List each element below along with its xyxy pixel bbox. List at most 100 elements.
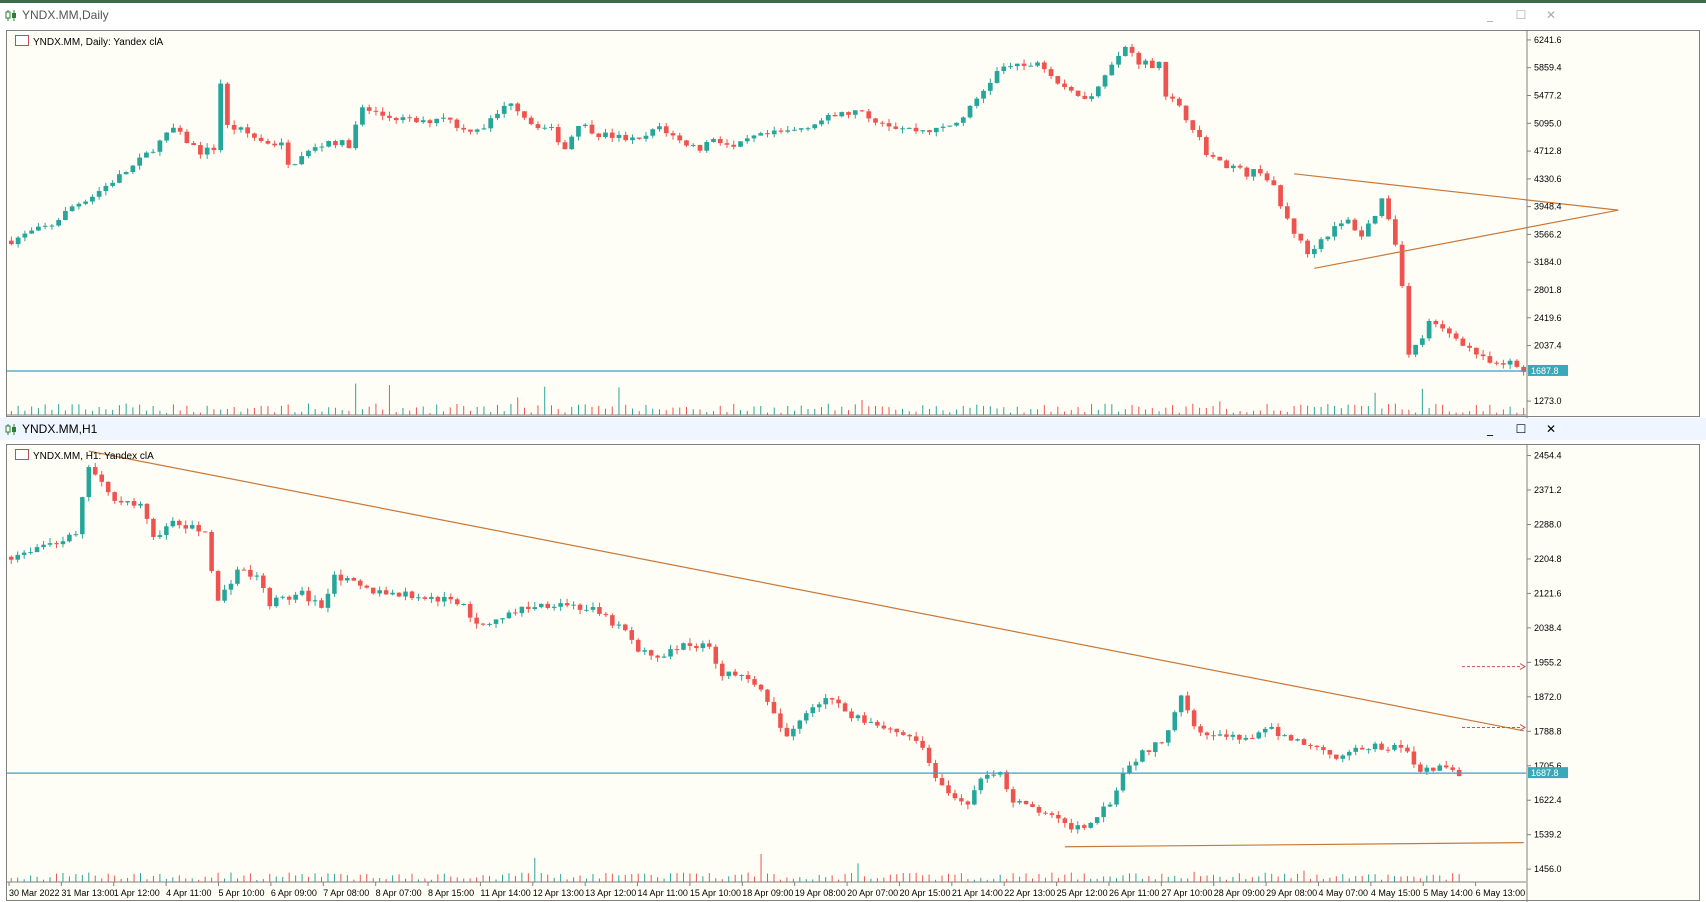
volume-bar xyxy=(960,873,962,882)
volume-bar xyxy=(685,406,687,415)
candle xyxy=(1399,240,1405,288)
candle xyxy=(1043,810,1048,815)
volume-bar xyxy=(1090,878,1092,882)
time-tick-label: 15 Apr 10:00 xyxy=(690,888,741,898)
trendline[interactable] xyxy=(1314,209,1619,269)
candle xyxy=(1101,802,1106,823)
volume-bar xyxy=(1057,406,1059,415)
volume-bar xyxy=(1165,407,1167,415)
maximize-icon[interactable]: ☐ xyxy=(1515,422,1527,436)
price-chart-svg[interactable]: 2454.4 2371.2 2288.0 2204.8 2121.6 2038.4 1955… xyxy=(7,445,1701,902)
candle xyxy=(661,653,667,659)
price-tick-label: 2371.2 xyxy=(1534,485,1562,495)
volume-bar xyxy=(1266,403,1268,415)
close-icon[interactable]: ✕ xyxy=(1545,8,1557,22)
chart-window-h1[interactable]: YNDX.MM,H1 _ ☐ ✕ 2454.4 2371.2 2288.0 2204.… xyxy=(0,418,1706,902)
volume-bar xyxy=(706,412,708,415)
volume-bar xyxy=(112,409,114,415)
price-chart-svg[interactable]: 6241.6 5859.4 5477.2 5095.0 4712.8 4330.6 3948… xyxy=(7,31,1701,418)
maximize-icon[interactable]: ☐ xyxy=(1515,8,1527,22)
volume-bar xyxy=(1023,412,1025,415)
candles xyxy=(8,462,1462,834)
volume-bar xyxy=(17,877,19,882)
volume-bar xyxy=(560,873,562,882)
candle xyxy=(429,592,434,603)
trendline[interactable] xyxy=(88,450,1524,732)
candle xyxy=(1474,347,1479,359)
candle xyxy=(859,109,865,113)
volume-bar xyxy=(1206,875,1208,882)
candle xyxy=(325,588,331,613)
price-tick-label: 1705.6 xyxy=(1534,761,1562,771)
window-titlebar[interactable]: YNDX.MM,Daily _ ☐ ✕ xyxy=(0,4,1706,26)
candle xyxy=(1437,763,1443,771)
candle xyxy=(913,731,919,744)
chart-window-daily[interactable]: YNDX.MM,Daily _ ☐ ✕ 6241.6 5859.4 5477.2 50… xyxy=(0,4,1706,418)
price-tick-label: 1788.8 xyxy=(1534,726,1562,736)
candle xyxy=(1256,730,1262,740)
candle xyxy=(812,124,818,130)
volume-bar xyxy=(650,874,652,882)
volume-bar xyxy=(411,873,413,882)
candle xyxy=(920,130,926,134)
candle xyxy=(332,571,337,597)
candle xyxy=(1365,219,1371,237)
volume-bar xyxy=(1025,873,1027,882)
candle xyxy=(1250,734,1255,739)
minimize-icon[interactable]: _ xyxy=(1487,8,1493,22)
candle xyxy=(528,115,534,126)
trendline[interactable] xyxy=(1064,842,1524,848)
volume-bar xyxy=(91,410,93,415)
candle xyxy=(1146,749,1152,756)
candle xyxy=(832,112,838,117)
volume-bar xyxy=(267,406,269,415)
volume-bar xyxy=(1309,878,1311,882)
candle xyxy=(435,595,441,607)
candle xyxy=(1129,43,1135,57)
candle xyxy=(1359,226,1364,240)
volume-bar xyxy=(1284,873,1286,882)
volume-bar xyxy=(287,404,289,415)
candle xyxy=(258,134,264,143)
volume-bar xyxy=(902,873,904,882)
price-tick-label: 3948.4 xyxy=(1534,202,1562,212)
window-titlebar[interactable]: YNDX.MM,H1 _ ☐ ✕ xyxy=(0,418,1706,440)
candle xyxy=(1028,62,1034,67)
candle xyxy=(562,139,568,150)
candle xyxy=(875,719,880,729)
volume-bar xyxy=(577,404,579,415)
window-title: YNDX.MM,Daily xyxy=(22,8,109,22)
volume-bar xyxy=(1246,412,1248,415)
chart-area-h1[interactable]: 2454.4 2371.2 2288.0 2204.8 2121.6 2038.4 1955… xyxy=(6,444,1701,902)
price-tick-label: 3184.0 xyxy=(1534,257,1562,267)
volume-bar xyxy=(1300,404,1302,415)
volume-bar xyxy=(1141,879,1143,882)
volume-bar xyxy=(1408,409,1410,415)
candle xyxy=(805,126,811,132)
time-tick-label: 12 Apr 13:00 xyxy=(533,888,584,898)
price-tick-label: 2419.6 xyxy=(1534,313,1562,323)
volume-bar xyxy=(1400,876,1402,882)
candle xyxy=(1301,738,1307,746)
chart-area-daily[interactable]: 6241.6 5859.4 5477.2 5095.0 4712.8 4330.6 3948… xyxy=(6,30,1701,418)
candle xyxy=(76,202,82,210)
volume-bar xyxy=(417,879,419,882)
candle xyxy=(508,102,514,111)
trendline[interactable] xyxy=(1294,173,1619,211)
volume-bar xyxy=(508,873,510,882)
minimize-icon[interactable]: _ xyxy=(1487,422,1493,436)
candle xyxy=(333,139,338,149)
volume-bar xyxy=(1413,876,1415,882)
candle xyxy=(131,498,137,509)
candle xyxy=(1352,217,1358,231)
volume-bar xyxy=(1016,406,1018,415)
volume-bar xyxy=(68,876,70,882)
volume-bar xyxy=(230,872,232,882)
volume-bar xyxy=(132,407,134,415)
volume-bar xyxy=(260,405,262,415)
volume-bar xyxy=(379,878,381,882)
close-icon[interactable]: ✕ xyxy=(1545,422,1557,436)
volume-bar xyxy=(98,406,100,415)
volume-bar xyxy=(1128,873,1130,882)
candle xyxy=(198,141,203,159)
